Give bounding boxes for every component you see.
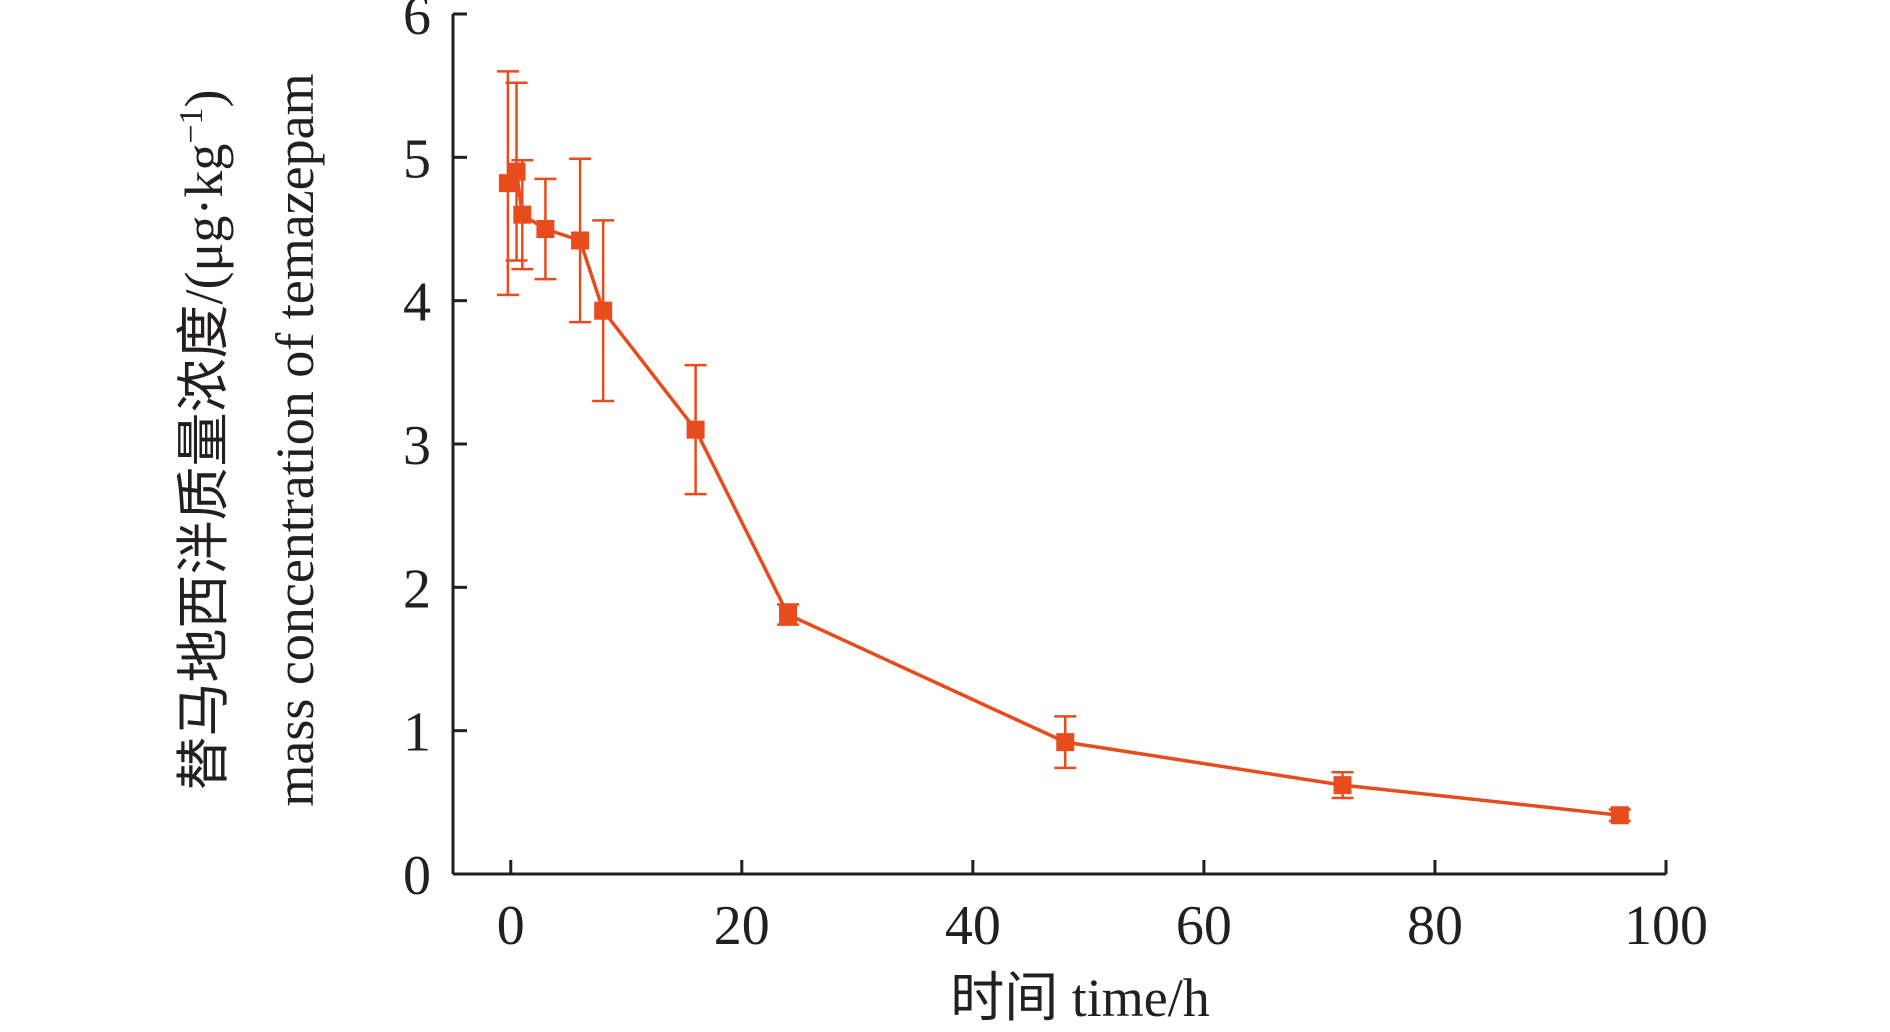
y-axis-title: 替马地西泮质量浓度/(μg·kg−1) mass concentration o… <box>173 73 325 806</box>
series-line <box>506 169 1620 817</box>
y-tick-label: 5 <box>403 128 431 190</box>
y-tick-label: 6 <box>403 0 431 47</box>
data-point-marker <box>686 420 705 439</box>
data-point-marker <box>571 231 590 250</box>
y-tick-label: 3 <box>403 415 431 477</box>
data-point-marker <box>594 301 613 320</box>
x-tick-label: 40 <box>945 895 1001 957</box>
y-tick-label: 1 <box>403 702 431 764</box>
x-ticks: 0 20 40 60 80 100 <box>497 860 1708 957</box>
data-point-marker <box>513 205 532 224</box>
data-point-marker <box>1056 733 1075 752</box>
y-ticks: 0 1 2 3 4 5 6 <box>403 0 467 907</box>
x-tick-label: 100 <box>1624 895 1708 957</box>
series-layer <box>496 70 1631 825</box>
y-tick-label: 4 <box>403 272 431 334</box>
y-axis-title-chinese: 替马地西泮质量浓度/(μg·kg−1) <box>173 89 234 790</box>
x-tick-label: 60 <box>1176 895 1232 957</box>
data-point-marker <box>1333 776 1352 795</box>
y-tick-label: 2 <box>403 558 431 620</box>
x-tick-label: 0 <box>497 895 525 957</box>
x-tick-label: 20 <box>714 895 770 957</box>
y-axis-title-main: 替马地西泮质量浓度/(μg·kg <box>174 144 234 791</box>
data-point-marker <box>536 220 555 238</box>
data-point-marker <box>779 605 798 624</box>
data-point-marker <box>507 162 526 181</box>
y-axis-title-superscript: −1 <box>173 107 210 143</box>
y-axis-title-close: ) <box>174 89 234 107</box>
x-axis-title: 时间 time/h <box>950 968 1209 1028</box>
y-axis-title-english: mass concentration of temazepam <box>265 73 325 806</box>
data-point-marker <box>1610 806 1629 825</box>
y-tick-label: 0 <box>403 845 431 907</box>
x-tick-label: 80 <box>1407 895 1463 957</box>
